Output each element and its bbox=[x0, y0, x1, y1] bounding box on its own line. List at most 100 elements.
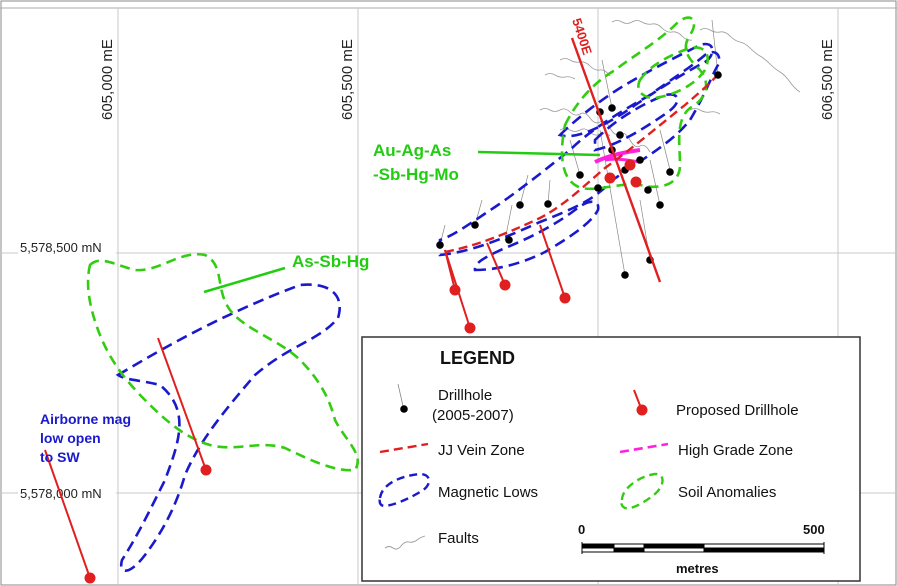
northing-label-bg-2 bbox=[18, 480, 116, 496]
drillhole-trace bbox=[659, 129, 671, 171]
easting-label-606500: 606,500 mE bbox=[819, 39, 836, 120]
drillhole-trace bbox=[547, 179, 551, 205]
legend-jj-vein-label: JJ Vein Zone bbox=[438, 442, 525, 459]
fault-line bbox=[539, 108, 651, 153]
magnetic-low-sw bbox=[115, 283, 341, 572]
drillhole-collar bbox=[608, 104, 616, 112]
magnetic-low-center bbox=[593, 93, 679, 152]
drillhole-trace bbox=[649, 159, 661, 206]
legend-drillhole-label: Drillhole bbox=[438, 387, 492, 404]
drillhole-collar bbox=[471, 221, 479, 229]
drillhole-collar bbox=[616, 131, 624, 139]
legend-box bbox=[361, 336, 861, 582]
drillhole-collar bbox=[516, 201, 524, 209]
as-sb-hg-label: As-Sb-Hg bbox=[292, 252, 369, 271]
proposed-drillhole-trace bbox=[539, 224, 566, 299]
proposed-drillhole-collar bbox=[200, 464, 212, 476]
scale-bar-end: 500 bbox=[803, 522, 825, 537]
drillhole-collar bbox=[636, 156, 644, 164]
proposed-drillhole-collar bbox=[499, 279, 511, 291]
legend-soil-anomalies-icon bbox=[620, 472, 664, 510]
legend-soil-anomalies-label: Soil Anomalies bbox=[678, 484, 776, 501]
easting-label-605000: 605,000 mE bbox=[99, 39, 116, 120]
jj-vein-zone bbox=[444, 71, 721, 254]
jj-vein-line bbox=[444, 71, 721, 254]
fault-line bbox=[699, 28, 801, 93]
scale-bar-start: 0 bbox=[578, 522, 585, 537]
legend-faults-label: Faults bbox=[438, 530, 479, 547]
legend-jj-vein-icon bbox=[379, 442, 429, 454]
airborne-label-line3: to SW bbox=[40, 449, 80, 465]
scale-bar-segment bbox=[613, 547, 645, 553]
high-grade-line bbox=[594, 148, 641, 164]
section-line-5400e bbox=[570, 37, 662, 283]
fault-line bbox=[611, 20, 693, 41]
legend-drillhole-icon bbox=[400, 405, 408, 413]
proposed-drillhole-collar bbox=[624, 159, 636, 171]
drillhole-collar bbox=[666, 168, 674, 176]
drillhole-trace bbox=[519, 174, 529, 206]
au-ag-leader-line bbox=[477, 150, 601, 157]
legend-title: LEGEND bbox=[440, 348, 515, 368]
au-ag-as-label-line2: -Sb-Hg-Mo bbox=[373, 165, 459, 184]
soil-anomalies bbox=[86, 16, 710, 472]
proposed-drillhole-collar bbox=[84, 572, 96, 584]
northing-label-bg bbox=[18, 240, 116, 256]
drillhole-collar bbox=[656, 201, 664, 209]
drillhole-collar bbox=[436, 241, 444, 249]
proposed-drillhole-trace bbox=[157, 337, 207, 471]
scale-bar-segment bbox=[703, 547, 825, 553]
legend-high-grade-label: High Grade Zone bbox=[678, 442, 793, 459]
drillhole-collar bbox=[621, 271, 629, 279]
scale-bar-unit: metres bbox=[676, 561, 719, 576]
drillhole-trace bbox=[599, 129, 626, 276]
soil-anomaly-upper bbox=[637, 46, 710, 100]
legend-faults-icon bbox=[384, 535, 426, 550]
proposed-drillhole-collar bbox=[559, 292, 571, 304]
magnetic-lows bbox=[115, 42, 721, 572]
scale-bar-segment bbox=[581, 543, 615, 549]
northing-label-5578500: 5,578,500 mN bbox=[20, 240, 102, 255]
legend-magnetic-lows-label: Magnetic Lows bbox=[438, 484, 538, 501]
fault-lines bbox=[539, 20, 801, 153]
proposed-drillhole-trace bbox=[486, 242, 506, 286]
fault-line bbox=[559, 58, 611, 77]
existing-drillholes bbox=[436, 71, 722, 279]
magnetic-low-north bbox=[557, 42, 714, 138]
proposed-drillhole-collar bbox=[464, 322, 476, 334]
airborne-label-line2: low open bbox=[40, 430, 101, 446]
proposed-drillholes bbox=[44, 159, 642, 584]
magnetic-low-main bbox=[438, 50, 721, 257]
airborne-label-line1: Airborne mag bbox=[40, 411, 131, 427]
proposed-drillhole-trace bbox=[444, 249, 456, 291]
proposed-drillhole-trace bbox=[44, 449, 91, 579]
drillhole-collar bbox=[594, 184, 602, 192]
proposed-drillhole-collar bbox=[630, 176, 642, 188]
scale-bar bbox=[581, 542, 825, 554]
proposed-drillhole-collar bbox=[449, 284, 461, 296]
scale-bar-segment bbox=[643, 543, 705, 549]
as-sb-hg-leader-line bbox=[203, 266, 286, 294]
drillhole-trace bbox=[569, 139, 581, 176]
legend-proposed-icon bbox=[636, 404, 648, 416]
fault-line bbox=[689, 108, 721, 115]
drillhole-collar bbox=[576, 171, 584, 179]
drillhole-collar bbox=[714, 71, 722, 79]
au-ag-as-label-line1: Au-Ag-As bbox=[373, 141, 451, 160]
drillhole-trace bbox=[474, 199, 483, 226]
proposed-drillhole-collar bbox=[604, 172, 616, 184]
legend-drillhole-trace bbox=[397, 383, 404, 407]
drillhole-trace bbox=[601, 59, 613, 109]
drillhole-collar bbox=[505, 236, 513, 244]
fault-line bbox=[544, 73, 576, 80]
legend-proposed-label: Proposed Drillhole bbox=[676, 402, 799, 419]
soil-anomaly-sw bbox=[86, 252, 359, 472]
drillhole-collar bbox=[544, 200, 552, 208]
drillhole-collar bbox=[644, 186, 652, 194]
legend-magnetic-lows-icon bbox=[378, 472, 431, 508]
easting-label-605500: 605,500 mE bbox=[339, 39, 356, 120]
legend-high-grade-icon bbox=[619, 442, 669, 454]
legend: LEGEND Drillhole (2005-2007) Proposed Dr… bbox=[361, 336, 861, 582]
legend-drillhole-years: (2005-2007) bbox=[432, 407, 514, 424]
